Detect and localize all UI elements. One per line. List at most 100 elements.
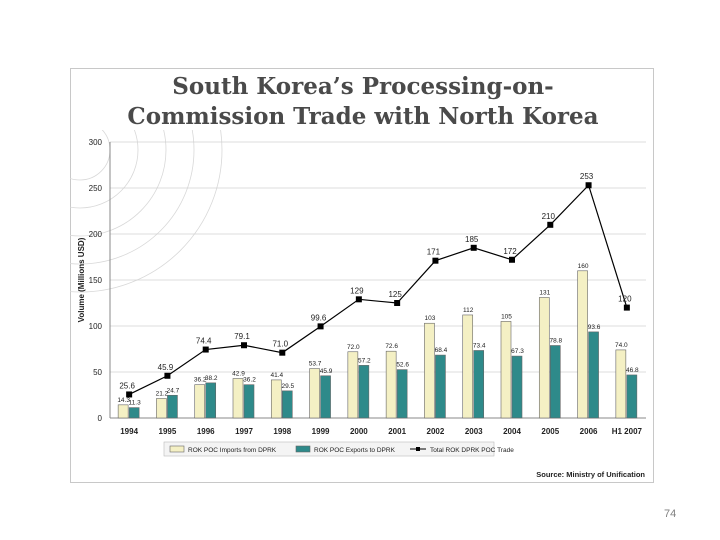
data-label: 112 [463, 307, 474, 314]
data-label: 25.6 [119, 381, 135, 390]
data-label: 42.9 [232, 371, 245, 378]
bar-imports [270, 379, 282, 419]
data-label: 120 [618, 295, 632, 304]
bar-exports [396, 369, 408, 419]
data-label: 45.9 [158, 363, 174, 372]
data-label: 105 [501, 313, 512, 320]
data-label: 131 [539, 289, 550, 296]
bar-imports [577, 270, 588, 419]
bar-exports [473, 350, 485, 419]
data-label: 125 [388, 290, 402, 299]
x-tick-label: 2003 [465, 427, 483, 436]
data-label: 45.9 [320, 368, 333, 375]
bar-imports [232, 378, 244, 419]
data-label: 71.0 [272, 340, 288, 349]
data-label: 52.6 [396, 362, 409, 369]
x-tick-label: 1995 [159, 427, 177, 436]
chart-plot: 0 50 100 150 200 250 300 Volume (Millions USD) 1… [70, 130, 646, 479]
bar-exports [435, 354, 446, 419]
data-label: 129 [350, 286, 364, 295]
x-tick-label: 2005 [541, 427, 559, 436]
data-label: 103 [424, 315, 435, 322]
page-number: 74 [664, 508, 677, 520]
legend-box [163, 441, 495, 457]
data-label: 14.3 [117, 397, 130, 404]
legend-marker-total [416, 447, 420, 451]
chart-title-line-1: South Korea’s Processing-on- [172, 73, 554, 100]
bar-exports [243, 384, 255, 419]
legend-swatch-exports [295, 445, 311, 453]
bar-imports [424, 322, 435, 419]
data-label: 29.5 [281, 383, 294, 390]
bar-exports [358, 365, 370, 419]
y-tick-label: 300 [89, 138, 103, 147]
data-label: 21.2 [156, 390, 169, 397]
x-tick-label: 1998 [273, 427, 291, 436]
chart-title: South Korea’s Processing-on- Commission … [78, 72, 648, 132]
legend-swatch-imports [169, 445, 185, 453]
x-tick-label: 2000 [350, 427, 368, 436]
bar-exports [128, 407, 140, 419]
point-total [126, 391, 133, 398]
bar-exports [167, 394, 178, 419]
legend-label-imports: ROK POC Imports from DPRK [188, 447, 277, 454]
data-label: 46.8 [626, 367, 639, 374]
point-total [623, 304, 630, 311]
point-total [202, 346, 209, 353]
data-label: 73.4 [473, 342, 486, 349]
x-tick-label: 1999 [312, 427, 330, 436]
data-label: 57.2 [358, 357, 371, 364]
data-label: 171 [427, 248, 441, 257]
y-tick-label: 250 [89, 184, 103, 193]
globe-arc [70, 130, 139, 209]
globe-arc [70, 130, 195, 265]
point-total [355, 296, 362, 303]
data-label: 11.3 [129, 400, 142, 407]
data-label: 68.4 [435, 347, 448, 354]
data-label: 79.1 [234, 332, 250, 341]
bar-imports [385, 350, 397, 419]
x-tick-label: H1 2007 [612, 427, 643, 436]
bar-exports [588, 331, 599, 419]
data-label: 160 [578, 263, 589, 270]
bar-imports [538, 297, 550, 419]
chart-title-line-2: Commission Trade with North Korea [127, 103, 599, 130]
globe-decoration [70, 130, 223, 293]
x-tick-label: 2004 [503, 427, 521, 436]
point-total [317, 323, 324, 330]
x-tick-label: 2001 [388, 427, 406, 436]
data-label: 99.6 [311, 313, 327, 322]
bar-exports [549, 345, 561, 419]
data-label: 41.4 [270, 372, 283, 379]
point-total [241, 342, 247, 349]
point-total [470, 244, 477, 251]
data-label: 36.2 [194, 377, 207, 384]
legend-label-total: Total ROK DPRK POC Trade [430, 447, 514, 454]
bar-imports [462, 314, 474, 419]
y-axis-label: Volume (Millions USD) [77, 237, 86, 322]
series-line-total [128, 184, 628, 395]
bar-imports [615, 349, 627, 419]
point-total [547, 221, 554, 228]
globe-arc [70, 130, 223, 293]
data-label: 38.2 [205, 375, 218, 382]
bar-exports [320, 375, 331, 419]
data-label: 53.7 [309, 361, 322, 368]
bar-exports [205, 382, 217, 419]
data-label: 74.0 [615, 342, 628, 349]
data-label: 72.6 [385, 343, 398, 350]
data-label: 185 [465, 235, 479, 244]
point-total [394, 300, 401, 306]
data-label: 36.2 [243, 377, 256, 384]
data-label: 24.7 [167, 387, 180, 394]
bar-imports [194, 384, 206, 419]
y-tick-label: 150 [89, 276, 103, 285]
bar-imports [500, 321, 512, 419]
point-total [432, 257, 439, 264]
y-tick-label: 200 [89, 230, 103, 239]
bar-imports [347, 351, 359, 419]
globe-arc [70, 130, 167, 237]
x-tick-label: 1996 [197, 427, 215, 436]
data-label: 253 [580, 172, 594, 181]
data-label: 172 [503, 247, 517, 256]
